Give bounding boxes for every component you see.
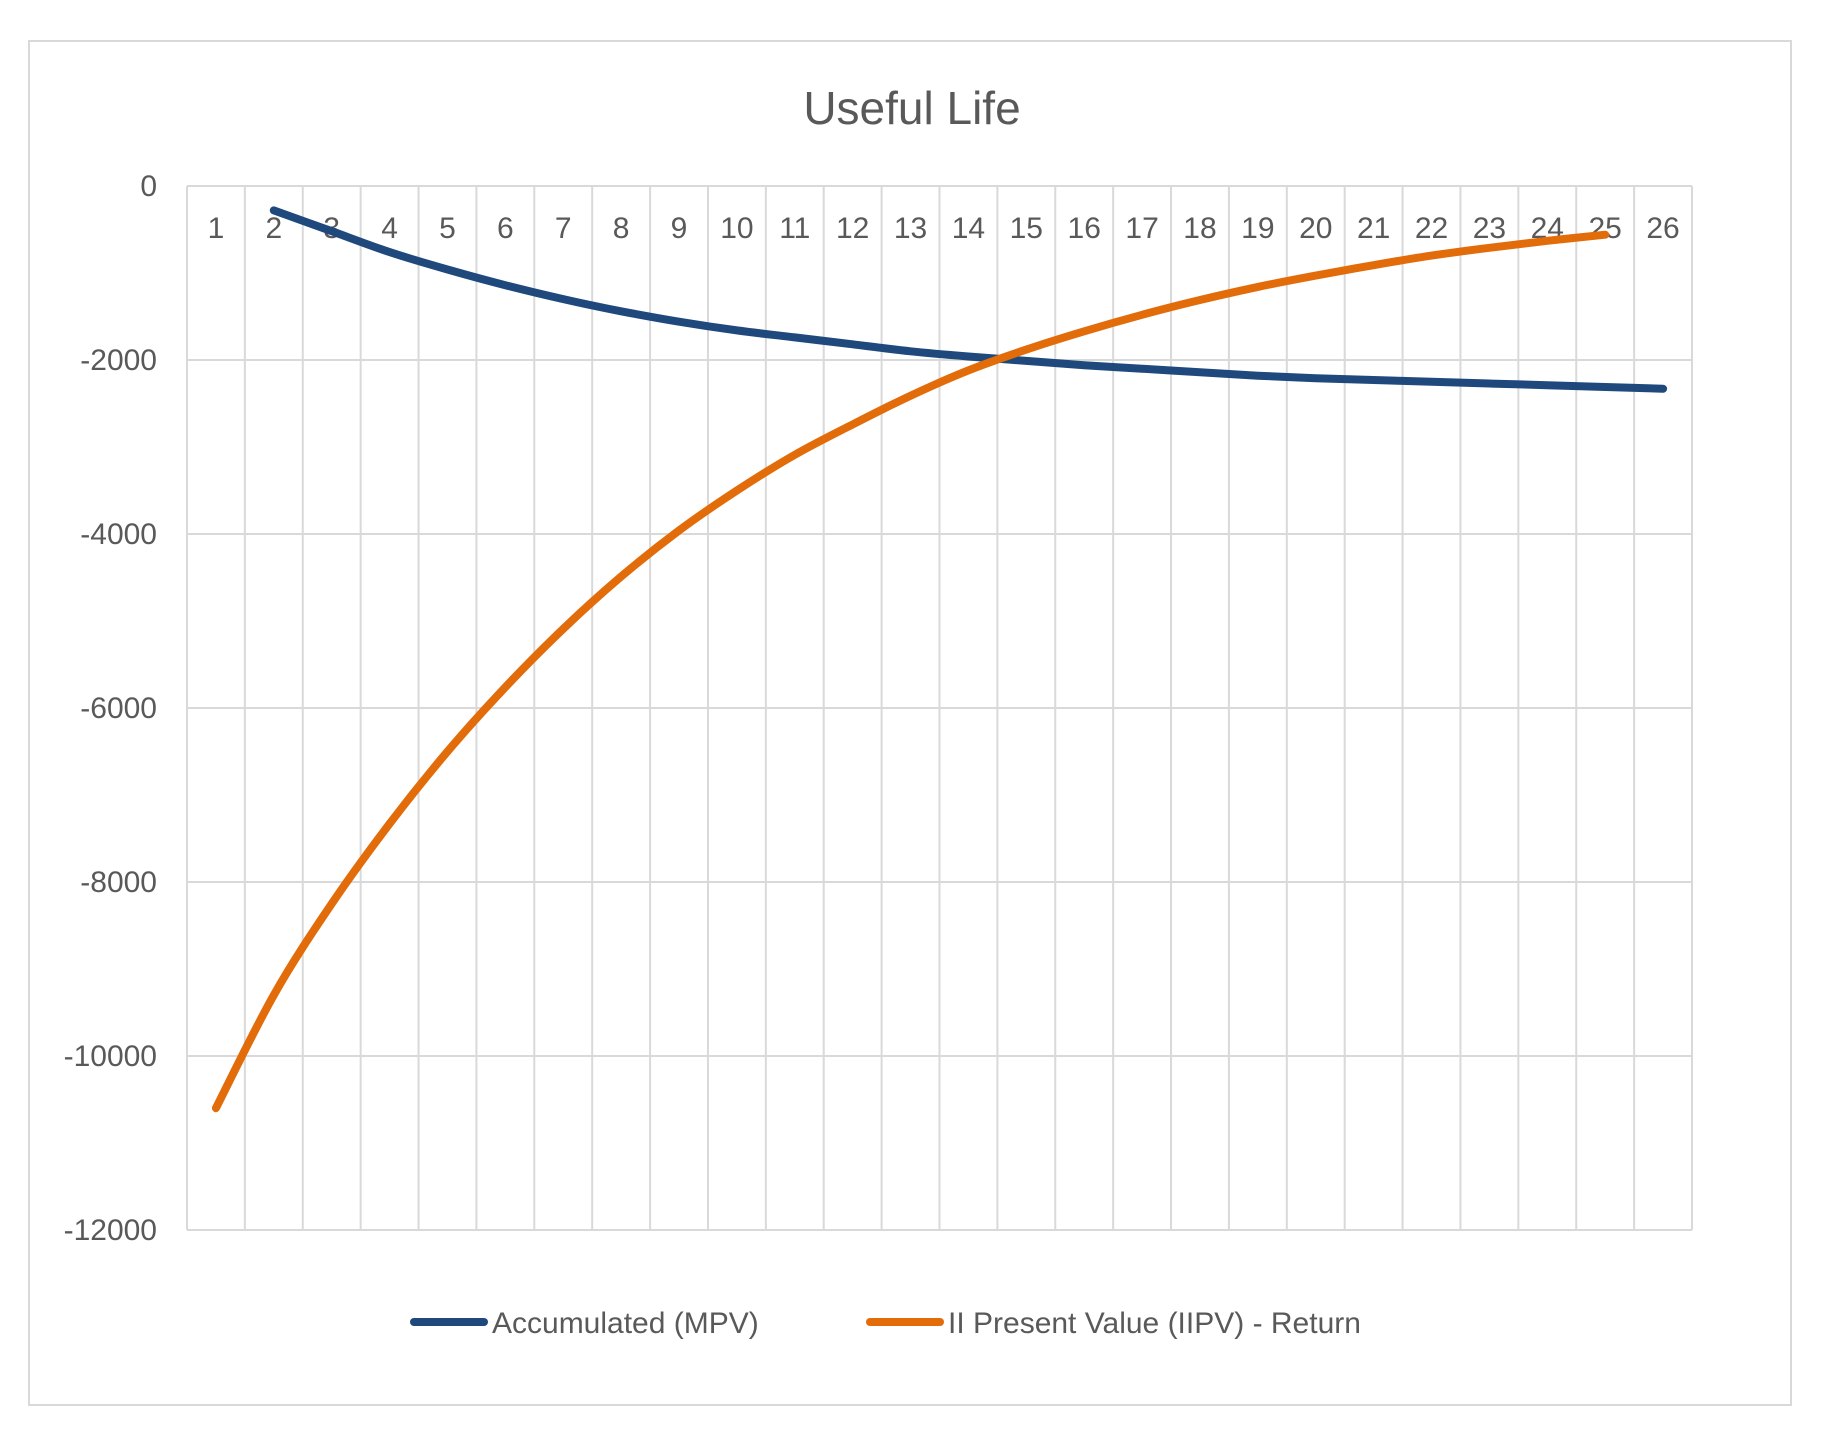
chart-title: Useful Life xyxy=(803,82,1020,134)
x-tick-label: 16 xyxy=(1068,212,1101,245)
x-tick-label: 17 xyxy=(1125,212,1158,245)
x-tick-label: 14 xyxy=(952,212,985,245)
chart-frame: Useful Life 0 -2000 -4000 -6000 -8000 -10000 -… xyxy=(28,40,1792,1406)
x-tick-label: 15 xyxy=(1010,212,1043,245)
x-tick-label: 12 xyxy=(836,212,869,245)
x-tick-label: 7 xyxy=(555,212,572,245)
y-tick-label: -6000 xyxy=(80,692,157,725)
series-line-1 xyxy=(269,206,1668,393)
x-tick-label: 2 xyxy=(265,212,282,245)
x-tick-label: 10 xyxy=(720,212,753,245)
y-tick-label: -12000 xyxy=(64,1214,157,1247)
series-lines xyxy=(211,206,1668,1113)
x-tick-label: 4 xyxy=(381,212,398,245)
y-tick-label: -2000 xyxy=(80,344,157,377)
legend: Accumulated (MPV) II Present Value (IIPV)… xyxy=(410,1307,1361,1340)
x-tick-label: 6 xyxy=(497,212,514,245)
x-tick-label: 26 xyxy=(1646,212,1679,245)
grid xyxy=(186,185,1693,1231)
x-tick-label: 9 xyxy=(671,212,688,245)
y-axis-ticks: 0 -2000 -4000 -6000 -8000 -10000 -12000 xyxy=(64,170,157,1247)
series-line-2 xyxy=(211,230,1610,1113)
y-tick-label: 0 xyxy=(140,170,157,203)
y-tick-label: -10000 xyxy=(64,1040,157,1073)
x-tick-label: 11 xyxy=(779,212,810,245)
x-axis-ticks: 1 2 3 4 5 6 7 8 9 10 11 12 13 14 15 16 17 18 19 20 21 22 23 24 2… xyxy=(208,212,1680,245)
chart-svg: Useful Life 0 -2000 -4000 -6000 -8000 -10000 -… xyxy=(64,82,1693,1340)
x-tick-label: 5 xyxy=(439,212,456,245)
x-tick-label: 20 xyxy=(1299,212,1332,245)
legend-label-1: Accumulated (MPV) xyxy=(492,1307,759,1340)
x-tick-label: 22 xyxy=(1415,212,1448,245)
y-tick-label: -8000 xyxy=(80,866,157,899)
x-tick-label: 1 xyxy=(208,212,225,245)
x-tick-label: 25 xyxy=(1588,212,1621,245)
x-tick-label: 21 xyxy=(1357,212,1390,245)
x-tick-label: 23 xyxy=(1473,212,1506,245)
y-tick-label: -4000 xyxy=(80,518,157,551)
x-tick-label: 18 xyxy=(1183,212,1216,245)
x-tick-label: 19 xyxy=(1241,212,1274,245)
x-tick-label: 8 xyxy=(613,212,630,245)
legend-label-2: II Present Value (IIPV) - Return xyxy=(948,1307,1361,1340)
x-tick-label: 13 xyxy=(894,212,927,245)
